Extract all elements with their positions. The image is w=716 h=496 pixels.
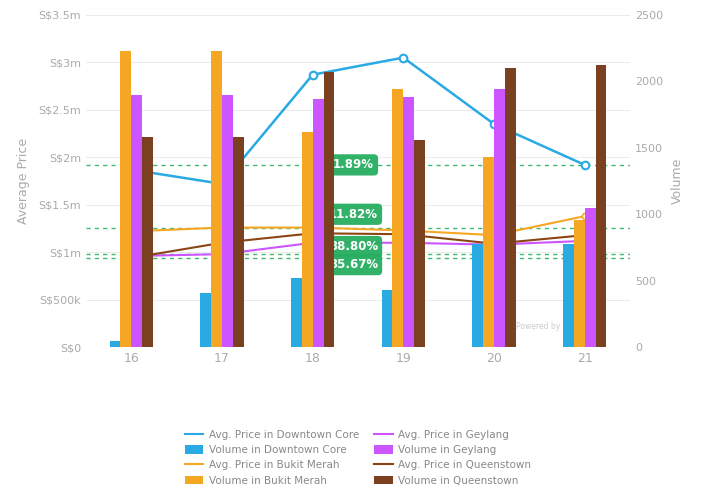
Bar: [392, 89, 403, 347]
Bar: [324, 72, 334, 347]
Bar: [301, 132, 313, 347]
Bar: [222, 95, 233, 347]
Bar: [473, 244, 483, 347]
Bar: [110, 341, 120, 347]
Bar: [131, 95, 142, 347]
Bar: [382, 290, 392, 347]
Bar: [563, 244, 574, 347]
Bar: [585, 208, 596, 347]
Bar: [120, 51, 131, 347]
Y-axis label: Volume: Volume: [672, 158, 684, 204]
Bar: [596, 65, 606, 347]
Bar: [415, 140, 425, 347]
Y-axis label: Average Price: Average Price: [17, 138, 30, 224]
Bar: [313, 99, 324, 347]
Text: 38.80%: 38.80%: [329, 240, 378, 253]
Bar: [142, 137, 153, 347]
Text: 11.82%: 11.82%: [329, 208, 378, 221]
Bar: [233, 137, 243, 347]
Bar: [403, 97, 415, 347]
Text: Powered by 99.co: Powered by 99.co: [516, 321, 584, 331]
Bar: [211, 51, 222, 347]
Bar: [291, 278, 301, 347]
Bar: [200, 293, 211, 347]
Text: 1.89%: 1.89%: [333, 158, 374, 172]
Bar: [574, 220, 585, 347]
Legend: Avg. Price in Downtown Core, Volume in Downtown Core, Avg. Price in Bukit Merah,: Avg. Price in Downtown Core, Volume in D…: [180, 425, 536, 491]
Bar: [483, 157, 494, 347]
Bar: [505, 68, 516, 347]
Bar: [494, 89, 505, 347]
Text: 35.67%: 35.67%: [329, 258, 378, 271]
